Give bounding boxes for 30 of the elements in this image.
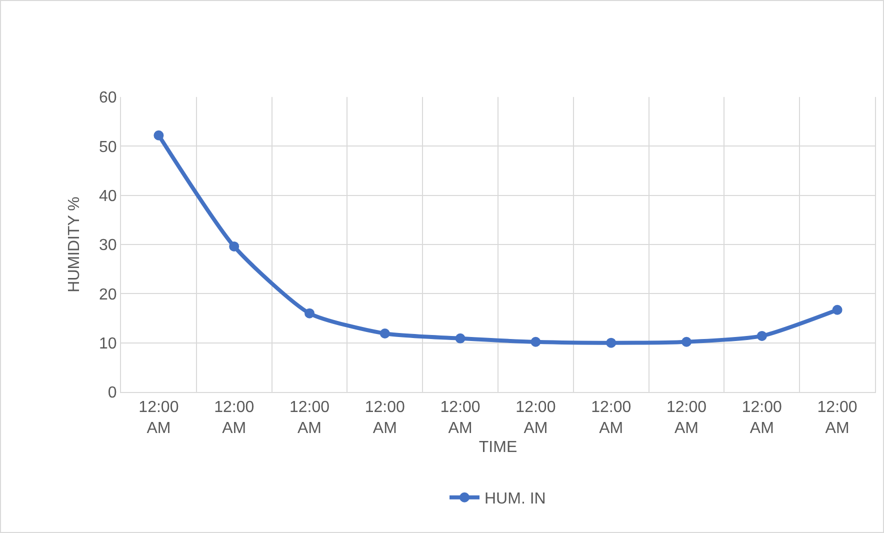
y-tick-label: 10 (99, 335, 117, 352)
x-tick-label: 12:00 AM (214, 399, 254, 437)
x-tick-label: 12:00 AM (666, 399, 707, 437)
point (304, 308, 314, 318)
x-tick-label: 12:00 AM (742, 399, 782, 437)
point (455, 333, 466, 344)
x-tick-label: 12:00 AM (817, 399, 858, 437)
y-tick-label: 40 (99, 188, 117, 205)
point (682, 336, 692, 347)
x-tick-label: 12:00 AM (516, 399, 556, 437)
x-tick-label: 12:00 AM (440, 399, 480, 437)
point (756, 330, 767, 341)
y-tick-label: 20 (99, 286, 117, 304)
point (530, 336, 541, 347)
x-tick-label: 12:00 AM (364, 399, 406, 437)
x-tick-label: 12:00 AM (591, 399, 632, 437)
point (229, 241, 240, 252)
y-axis-title: HUMIDITY % (66, 196, 83, 292)
x-axis-title: TIME (478, 439, 518, 456)
y-tick-label: 0 (108, 384, 117, 402)
x-tick-label: 12:00 AM (289, 399, 330, 437)
point (154, 130, 164, 140)
legend-label: HUM. IN (484, 490, 546, 508)
y-tick-label: 50 (99, 138, 117, 156)
point (606, 338, 616, 348)
y-tick-label: 60 (99, 90, 117, 107)
x-tick-label: 12:00 AM (138, 399, 179, 437)
point (380, 328, 390, 338)
point (832, 304, 842, 315)
y-tick-label: 30 (99, 237, 117, 254)
